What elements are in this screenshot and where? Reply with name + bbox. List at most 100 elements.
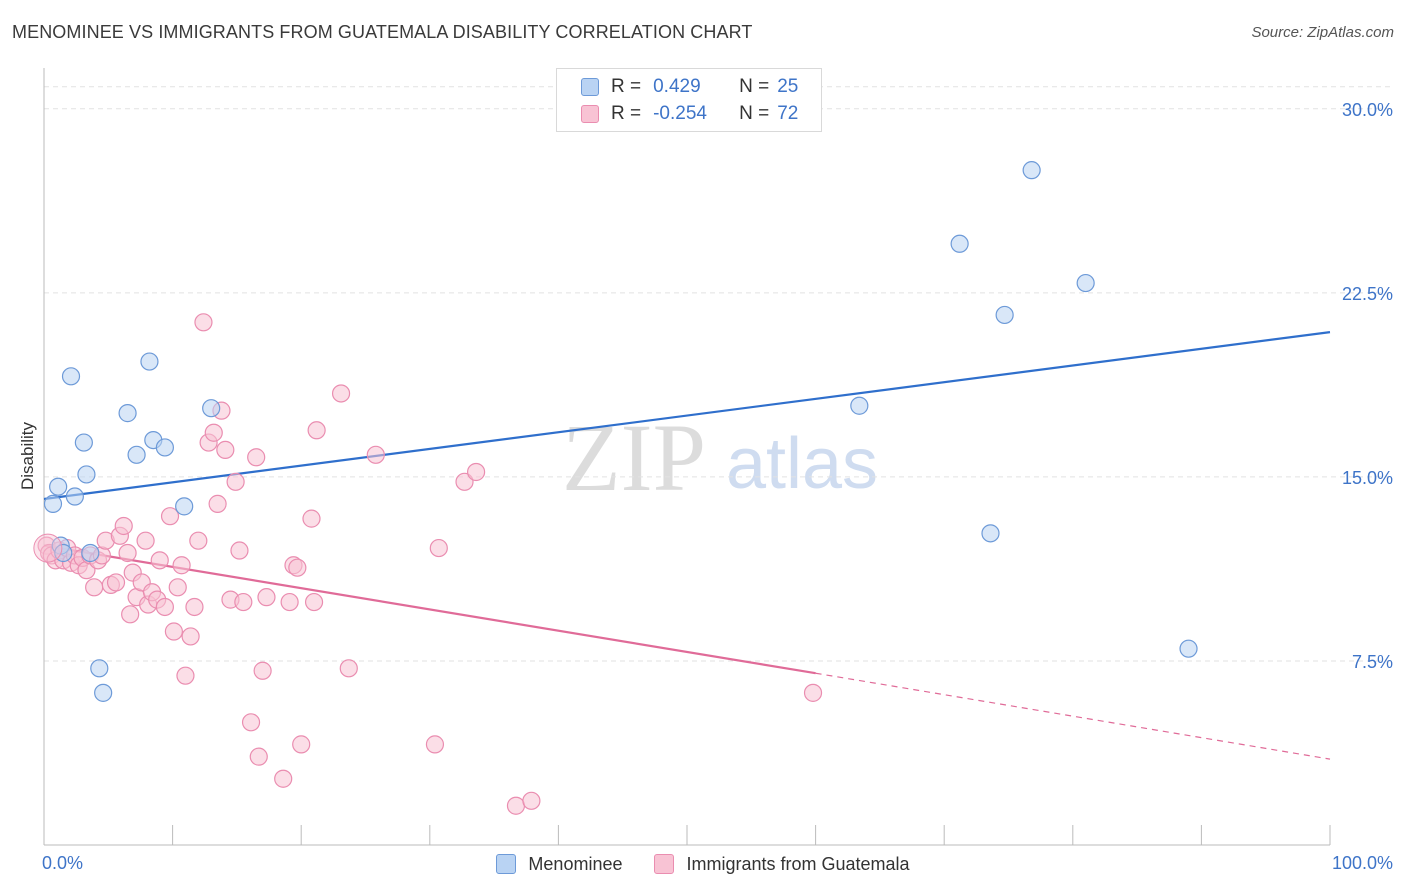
x-tick-label-min: 0.0% (42, 853, 83, 873)
y-tick-label: 15.0% (1342, 468, 1393, 488)
guatemala-point (247, 448, 266, 467)
menominee-point (1179, 639, 1198, 658)
n-label: N = (739, 103, 770, 124)
guatemala-point (216, 440, 235, 460)
guatemala-point (168, 578, 187, 597)
stats-legend-row-guatemala: R = -0.254 N = 72 (581, 102, 798, 126)
menominee-point (81, 543, 100, 563)
menominee-trend-line (43, 331, 1331, 501)
x-tick-label-max: 100.0% (1332, 853, 1393, 873)
stats-legend: R = 0.429 N = 25 R = -0.254 N = 72 (556, 68, 822, 132)
guatemala-point (176, 666, 195, 685)
menominee-point (155, 438, 174, 457)
menominee-point (118, 404, 137, 423)
guatemala-point (172, 556, 191, 575)
guatemala-point (226, 472, 245, 491)
guatemala-point (114, 516, 133, 536)
guatemala-point (85, 578, 104, 597)
guatemala-point (455, 472, 474, 491)
guatemala-point (331, 384, 351, 403)
menominee-point (981, 524, 1000, 543)
guatemala-point (274, 769, 293, 788)
menominee-point (49, 477, 68, 496)
guatemala-point (150, 551, 169, 570)
guatemala-point (257, 588, 276, 607)
legend-label-guatemala: Immigrants from Guatemala (686, 853, 910, 874)
tick-labels: 7.5% 15.0% 22.5% 30.0% 0.0% 100.0% (42, 100, 1393, 873)
guatemala-point (234, 592, 253, 612)
guatemala-point (189, 531, 208, 550)
guatemala-legend-swatch (654, 854, 675, 874)
n-value: 72 (777, 103, 799, 124)
guatemala-point (339, 659, 358, 678)
legend-item-guatemala[interactable]: Immigrants from Guatemala (654, 853, 910, 875)
menominee-swatch (581, 78, 599, 96)
guatemala-point (366, 445, 385, 464)
guatemala-point (241, 713, 261, 732)
guatemala-point (429, 538, 448, 558)
guatemala-point (304, 592, 324, 612)
guatemala-point (288, 558, 307, 577)
guatemala-point (466, 462, 486, 482)
guatemala-point (164, 622, 183, 641)
menominee-point (127, 445, 146, 464)
guatemala-point (307, 421, 326, 440)
r-value: 0.429 (653, 76, 701, 97)
menominee-point (950, 234, 969, 253)
gridlines (44, 86, 1392, 662)
legend-item-menominee[interactable]: Menominee (496, 854, 622, 875)
menominee-point (850, 396, 869, 415)
guatemala-point (185, 597, 204, 617)
menominee-point (175, 497, 194, 516)
axes (43, 68, 1331, 846)
menominee-point (202, 399, 221, 418)
y-tick-label: 22.5% (1342, 284, 1393, 304)
n-value: 25 (777, 76, 799, 97)
stats-legend-row-menominee: R = 0.429 N = 25 (581, 75, 798, 99)
guatemala-point (136, 531, 155, 550)
guatemala-swatch (581, 105, 599, 123)
guatemala-point (194, 313, 213, 332)
guatemala-point (253, 661, 272, 680)
guatemala-trend-extension (815, 672, 1331, 760)
menominee-point (1076, 273, 1095, 293)
trend-lines (43, 331, 1331, 760)
guatemala-point (803, 683, 823, 702)
guatemala-point (292, 735, 311, 754)
guatemala-point (160, 507, 180, 526)
y-tick-label: 30.0% (1342, 100, 1393, 120)
r-value: -0.254 (653, 103, 707, 124)
menominee-point (65, 487, 84, 506)
menominee-point (90, 659, 109, 678)
chart-title: MENOMINEE VS IMMIGRANTS FROM GUATEMALA D… (12, 22, 753, 42)
menominee-point (995, 305, 1014, 325)
menominee-point (61, 367, 81, 386)
menominee-point (94, 683, 113, 702)
legend-label-menominee: Menominee (528, 853, 623, 874)
guatemala-point (121, 605, 140, 624)
guatemala-point (425, 735, 445, 754)
menominee-point (1022, 161, 1041, 180)
guatemala-point (208, 494, 227, 513)
y-tick-label: 7.5% (1352, 652, 1393, 672)
guatemala-point (181, 627, 200, 646)
guatemala-cluster-point (33, 533, 63, 563)
menominee-point (140, 352, 159, 371)
r-label: R = (611, 103, 642, 124)
menominee-legend-swatch (496, 854, 517, 874)
menominee-point (43, 494, 63, 513)
watermark-zip: ZIP (562, 404, 706, 511)
menominee-point (74, 433, 93, 452)
r-label: R = (611, 76, 642, 97)
guatemala-point (302, 509, 321, 528)
menominee-point (77, 465, 96, 484)
guatemala-point (522, 791, 541, 810)
guatemala-point (280, 592, 299, 612)
watermark-atlas: atlas (726, 424, 878, 504)
guatemala-point (155, 597, 174, 617)
guatemala-point (506, 796, 526, 815)
guatemala-point (204, 423, 223, 442)
source-label: Source: ZipAtlas.com (1251, 24, 1394, 41)
guatemala-point (118, 543, 137, 563)
